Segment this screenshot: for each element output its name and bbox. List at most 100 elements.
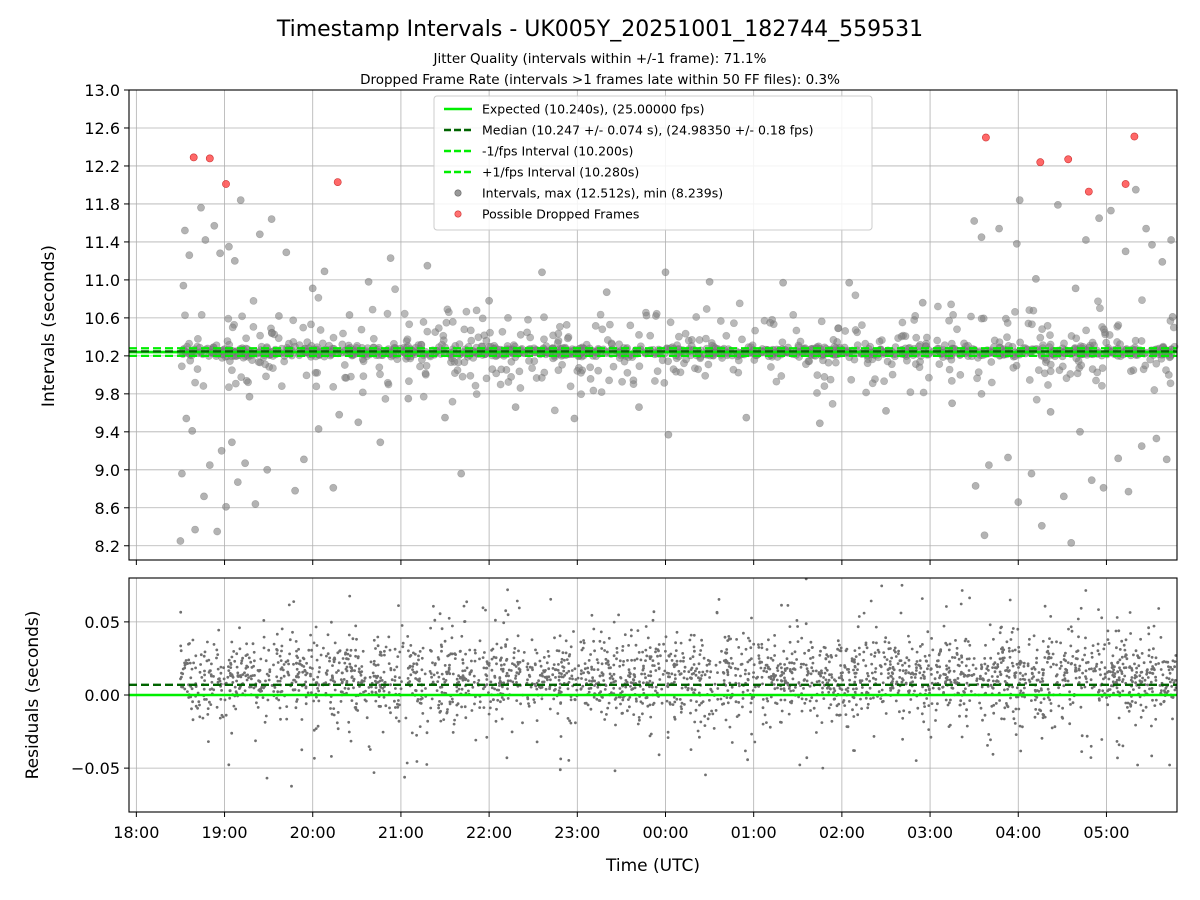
legend-marker-5 (454, 210, 462, 218)
residual-point (1009, 696, 1012, 700)
interval-point (985, 461, 993, 469)
residual-point (315, 644, 319, 647)
residual-point (601, 672, 605, 676)
residual-point (590, 613, 594, 617)
residual-point (693, 720, 697, 724)
residual-point (396, 702, 399, 706)
residual-point (815, 731, 818, 734)
residual-point (839, 646, 843, 650)
residual-point (411, 668, 414, 671)
residual-point (1103, 666, 1107, 670)
residual-point (1122, 643, 1126, 647)
residual-point (382, 670, 386, 674)
residual-point (398, 676, 401, 679)
residual-point (1139, 637, 1142, 641)
residual-point (931, 648, 935, 652)
residual-point (903, 661, 907, 665)
interval-point (524, 315, 532, 324)
interval-point (448, 317, 457, 326)
interval-point (1046, 407, 1055, 416)
residual-point (228, 696, 232, 700)
residual-point (540, 672, 544, 675)
residual-point (980, 667, 983, 671)
residual-point (209, 703, 213, 706)
residual-point (304, 673, 308, 677)
residual-point (786, 683, 790, 687)
residual-point (683, 703, 686, 706)
residual-point (278, 654, 282, 658)
dropped-frame-point (1036, 158, 1045, 167)
interval-point (556, 322, 564, 331)
top-y-tick-label: 8.6 (95, 499, 120, 518)
residual-point (245, 642, 249, 646)
residual-point (448, 663, 451, 667)
residual-point (893, 646, 897, 650)
residual-point (1148, 671, 1152, 675)
residual-point (830, 719, 834, 723)
residual-point (561, 651, 565, 655)
residual-point (345, 665, 349, 669)
residual-point (227, 669, 231, 672)
residual-point (930, 673, 933, 676)
interval-point (694, 365, 702, 374)
interval-point (767, 363, 775, 371)
residual-point (421, 646, 425, 650)
residual-point (835, 713, 839, 717)
interval-point (1012, 361, 1021, 370)
residual-point (657, 649, 660, 653)
residual-point (855, 703, 858, 707)
residual-point (1134, 723, 1137, 727)
residual-point (463, 669, 467, 672)
interval-point (815, 419, 824, 428)
residual-point (744, 668, 747, 672)
interval-point (1102, 338, 1111, 347)
residual-point (1011, 685, 1014, 689)
residual-point (263, 720, 267, 724)
residual-point (726, 673, 730, 677)
interval-point (329, 483, 338, 492)
residual-point (994, 702, 998, 705)
residual-point (577, 664, 580, 668)
residual-point (233, 685, 237, 689)
residual-point (510, 730, 514, 734)
residual-point (785, 657, 789, 661)
interval-point (554, 366, 563, 375)
interval-point (222, 502, 230, 511)
residual-point (515, 681, 518, 684)
residual-point (650, 685, 654, 689)
residual-point (1050, 640, 1054, 644)
residual-point (275, 652, 279, 655)
residual-point (853, 671, 857, 675)
residual-point (354, 648, 357, 652)
residual-point (1173, 660, 1177, 663)
residual-point (629, 672, 632, 676)
interval-point (575, 363, 583, 372)
residual-point (399, 687, 403, 691)
residual-point (264, 679, 267, 683)
interval-point (185, 251, 194, 260)
residual-point (481, 606, 485, 610)
residual-point (504, 609, 508, 613)
residual-point (992, 711, 996, 715)
residual-point (429, 672, 433, 675)
residual-point (1147, 632, 1151, 636)
residual-point (833, 689, 837, 693)
residual-point (783, 689, 786, 692)
residual-point (296, 656, 300, 659)
interval-point (376, 438, 385, 447)
residual-point (1128, 690, 1132, 694)
interval-point (1034, 366, 1043, 374)
interval-point (216, 249, 224, 258)
residual-point (945, 643, 949, 647)
residual-point (731, 662, 734, 665)
bottom-y-axis-label: Residuals (seconds) (23, 611, 43, 780)
residual-point (799, 665, 803, 669)
residual-point (486, 662, 489, 666)
residual-point (220, 689, 224, 692)
interval-point (364, 277, 373, 286)
top-y-tick-label: 12.6 (84, 119, 120, 138)
residual-point (1043, 604, 1047, 608)
residual-point (721, 671, 725, 674)
residual-point (383, 680, 387, 684)
residual-point (393, 668, 396, 672)
